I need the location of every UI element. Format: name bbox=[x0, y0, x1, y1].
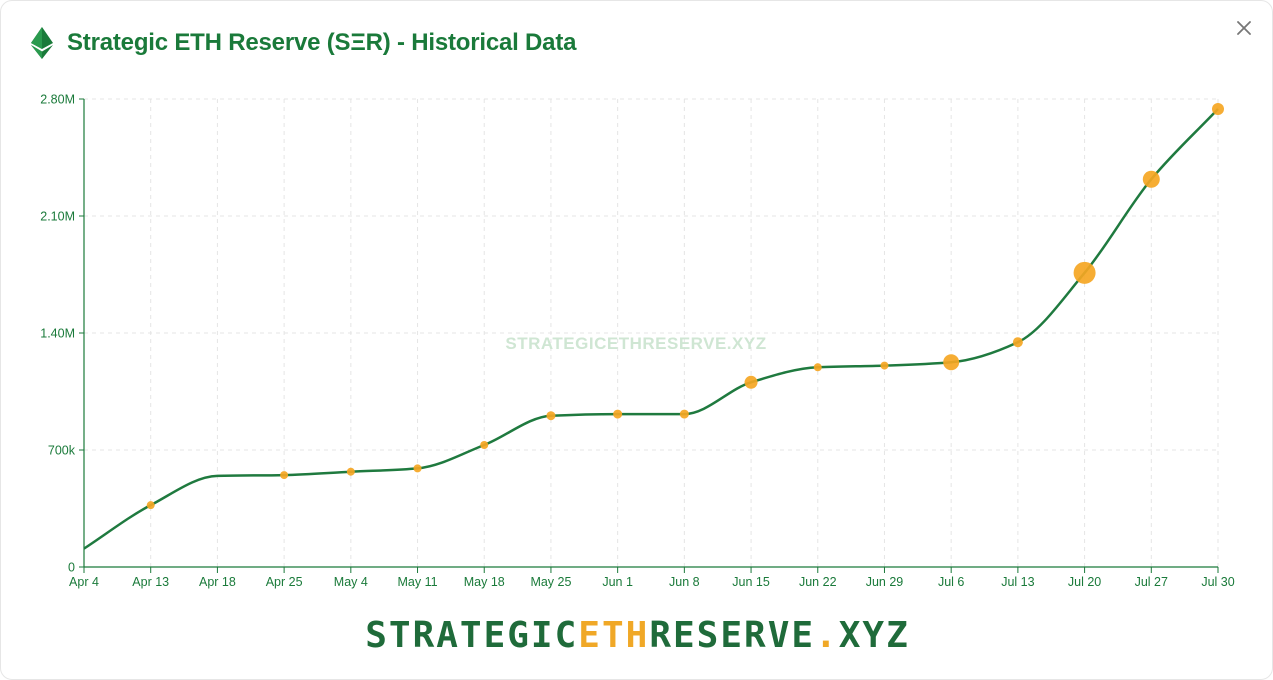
footer-brand-part-eth: ETH bbox=[578, 615, 650, 656]
x-tick-label: Jul 13 bbox=[1001, 575, 1034, 589]
y-tick-label: 0 bbox=[68, 561, 75, 575]
data-point[interactable] bbox=[813, 363, 822, 372]
data-point[interactable] bbox=[413, 464, 422, 473]
footer-brand-part-dot: . bbox=[815, 615, 839, 656]
x-tick-label: May 11 bbox=[397, 575, 437, 589]
data-points bbox=[146, 103, 1224, 510]
data-point[interactable] bbox=[943, 354, 960, 371]
data-point[interactable] bbox=[146, 501, 155, 510]
data-point[interactable] bbox=[280, 471, 289, 480]
data-point[interactable] bbox=[1012, 337, 1023, 348]
x-tick-label: May 4 bbox=[334, 575, 368, 589]
x-tick-label: Jul 20 bbox=[1068, 575, 1101, 589]
y-tick-label: 1.40M bbox=[40, 327, 75, 341]
x-tick-label: Jun 15 bbox=[732, 575, 770, 589]
y-tick-label: 700k bbox=[48, 444, 76, 458]
x-tick-label: May 18 bbox=[464, 575, 505, 589]
y-tick-label: 2.80M bbox=[40, 93, 75, 107]
data-point[interactable] bbox=[1212, 103, 1224, 116]
x-tick-label: May 25 bbox=[530, 575, 571, 589]
x-tick-label: Apr 4 bbox=[69, 575, 99, 589]
reserve-line-chart: STRATEGICETHRESERVE.XYZ 0 700k 1.40M 2.10M 2… bbox=[40, 93, 1234, 590]
chart-watermark: STRATEGICETHRESERVE.XYZ bbox=[505, 334, 766, 353]
page-title: Strategic ETH Reserve (SΞR) - Historical… bbox=[67, 29, 577, 56]
x-tick-label: Jun 8 bbox=[669, 575, 700, 589]
modal-header: Strategic ETH Reserve (SΞR) - Historical… bbox=[31, 27, 576, 59]
x-tick-label: Jun 1 bbox=[602, 575, 633, 589]
footer-brand: STRATEGICETHRESERVE.XYZ bbox=[1, 615, 1273, 656]
footer-brand-part-strategic: STRATEGIC bbox=[365, 615, 579, 656]
data-point[interactable] bbox=[1142, 170, 1160, 188]
footer-brand-part-xyz: XYZ bbox=[838, 615, 910, 656]
data-point[interactable] bbox=[480, 440, 489, 449]
x-tick-label: Apr 18 bbox=[199, 575, 236, 589]
data-point[interactable] bbox=[880, 361, 889, 370]
data-point[interactable] bbox=[744, 375, 758, 389]
x-tick-label: Jun 29 bbox=[866, 575, 904, 589]
close-button[interactable] bbox=[1231, 15, 1257, 41]
data-point[interactable] bbox=[613, 409, 623, 419]
chart-grid bbox=[84, 98, 1219, 567]
x-tick-label: Jul 30 bbox=[1201, 575, 1234, 589]
y-tick-label: 2.10M bbox=[40, 210, 75, 224]
chart-axes: 0 700k 1.40M 2.10M 2.80M Apr 4 Apr 13 Apr 18 Apr… bbox=[40, 93, 1234, 590]
data-point[interactable] bbox=[346, 467, 355, 476]
data-point[interactable] bbox=[1073, 261, 1096, 284]
x-tick-label: Jul 27 bbox=[1135, 575, 1168, 589]
ethereum-icon bbox=[31, 27, 53, 59]
series-line bbox=[83, 108, 1219, 550]
x-tick-label: Apr 25 bbox=[266, 575, 303, 589]
data-point[interactable] bbox=[546, 411, 556, 421]
x-tick-label: Jun 22 bbox=[799, 575, 837, 589]
footer-brand-part-reserve: RESERVE bbox=[649, 615, 816, 656]
x-tick-label: Apr 13 bbox=[132, 575, 169, 589]
data-point[interactable] bbox=[679, 409, 689, 419]
close-icon bbox=[1237, 21, 1251, 35]
x-tick-label: Jul 6 bbox=[938, 575, 964, 589]
